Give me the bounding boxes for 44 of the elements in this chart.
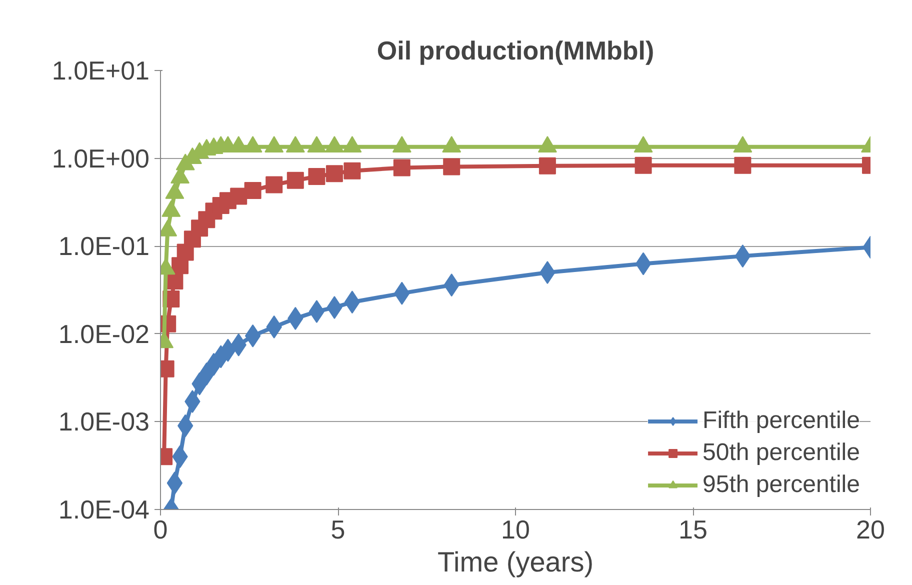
x-axis-title: Time (years): [437, 546, 594, 578]
x-tick-label: 15: [678, 514, 708, 544]
y-tick-label: 1.0E+01: [52, 56, 150, 86]
point: [635, 252, 652, 276]
point: [286, 136, 305, 153]
point: [344, 290, 360, 314]
y-tick-label: 1.0E+00: [52, 143, 150, 174]
point: [734, 156, 752, 174]
legend-label: 50th percentile: [702, 439, 860, 467]
point: [392, 136, 412, 153]
point: [307, 136, 326, 153]
point: [286, 172, 304, 189]
y-tick-label: 1.0E-04: [58, 494, 150, 524]
legend-label: Fifth percentile: [702, 407, 860, 435]
point: [230, 188, 248, 205]
point: [308, 168, 326, 186]
point: [538, 157, 556, 174]
point: [733, 136, 752, 153]
legend-label: 95th percentile: [702, 471, 860, 499]
y-tick-label: 1.0E-01: [58, 231, 150, 262]
y-tick-label: 1.0E-02: [58, 318, 150, 349]
point: [634, 156, 652, 174]
y-tick-label: 1.0E-03: [58, 406, 150, 437]
x-tick-label: 20: [856, 514, 885, 544]
point: [324, 136, 344, 153]
point: [266, 176, 283, 194]
point: [442, 136, 462, 153]
x-tick-label: 10: [501, 514, 530, 544]
point: [244, 324, 261, 348]
point: [308, 300, 325, 323]
point: [443, 158, 460, 176]
point: [342, 136, 362, 153]
x-tick-label: 5: [330, 514, 346, 544]
point: [393, 159, 410, 176]
point: [166, 472, 183, 495]
point: [634, 136, 653, 153]
point: [734, 244, 751, 268]
point: [344, 162, 361, 180]
x-tick-label: 0: [153, 514, 168, 544]
point: [244, 182, 262, 199]
point: [264, 136, 284, 153]
point: [326, 165, 343, 182]
chart-title: Oil production(MMbbl): [376, 36, 654, 66]
point: [538, 136, 557, 153]
